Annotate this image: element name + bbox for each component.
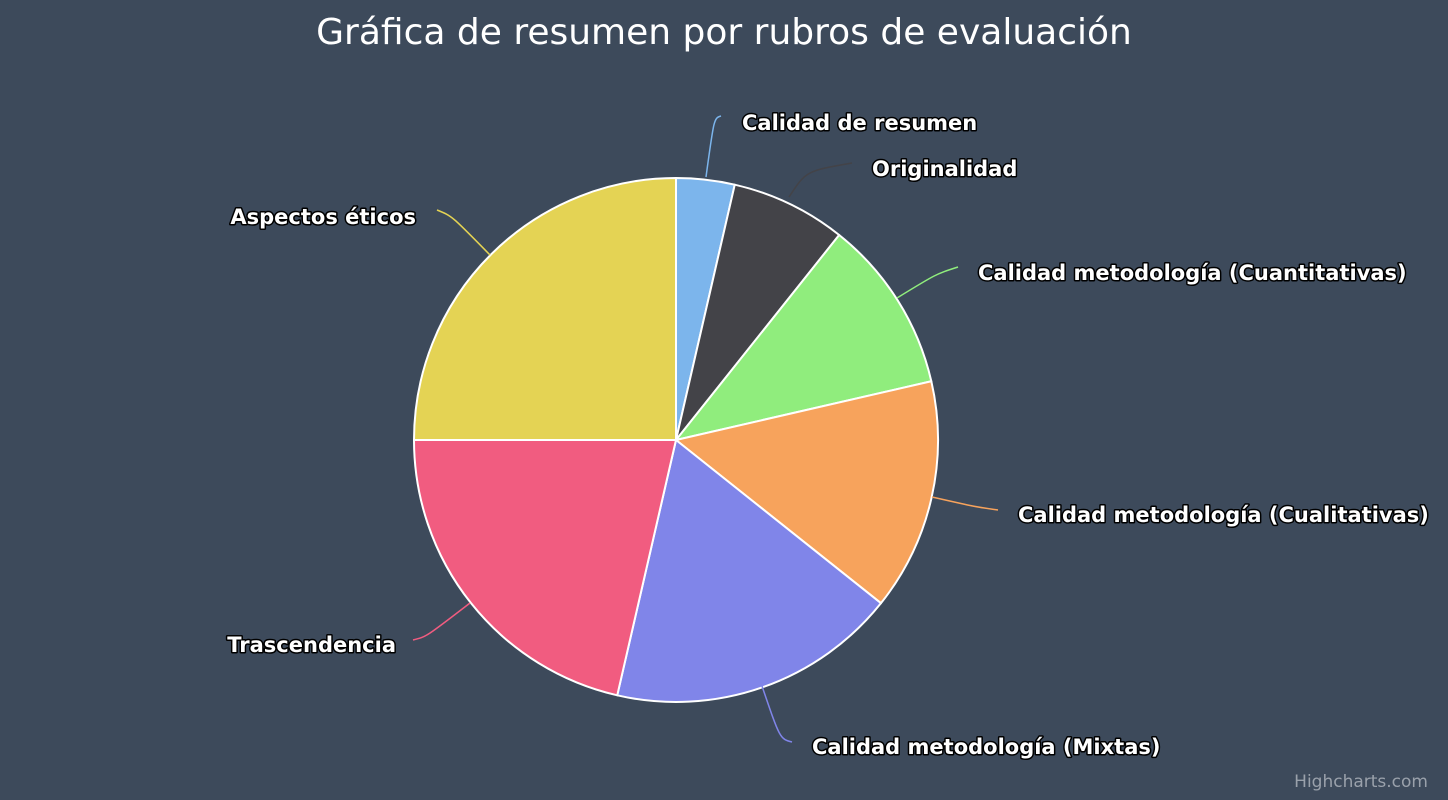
slice-label-5: Trascendencia: [227, 633, 396, 657]
slice-label-0: Calidad de resumen: [742, 111, 977, 135]
label-connector-5: [412, 602, 471, 641]
label-connector-3: [931, 496, 999, 511]
label-connector-6: [436, 209, 491, 256]
slice-label-3: Calidad metodología (Cualitativas): [1018, 503, 1429, 527]
pie-slice-5[interactable]: [413, 439, 677, 697]
chart-title: Gráfica de resumen por rubros de evaluac…: [316, 12, 1132, 53]
label-connectors: [412, 115, 999, 743]
credits-link[interactable]: Highcharts.com: [1294, 772, 1428, 792]
pie-slices: [413, 177, 939, 703]
slice-label-6: Aspectos éticos: [230, 205, 416, 229]
pie-slice-6[interactable]: [413, 177, 677, 441]
pie-slice-2[interactable]: [675, 234, 933, 441]
label-connector-1: [788, 162, 853, 198]
label-connector-0: [705, 115, 722, 178]
label-connector-2: [896, 266, 959, 299]
label-connector-4: [761, 685, 793, 743]
slice-label-2: Calidad metodología (Cuantitativas): [978, 261, 1407, 285]
slice-label-1: Originalidad: [872, 157, 1017, 181]
pie-slice-3[interactable]: [675, 380, 939, 605]
slice-labels: Calidad de resumen Originalidad Calidad me…: [226, 110, 1431, 761]
slice-label-4: Calidad metodología (Mixtas): [812, 735, 1160, 759]
pie-slice-1[interactable]: [675, 183, 841, 441]
